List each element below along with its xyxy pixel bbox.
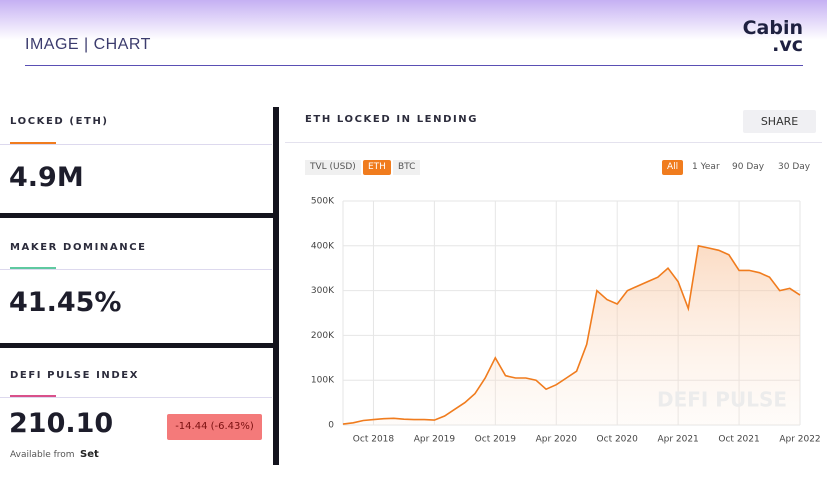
logo[interactable]: Cabin .vc	[742, 17, 803, 56]
header-gradient	[0, 0, 827, 40]
stat-label: MAKER DOMINANCE	[10, 242, 147, 253]
y-tick-label: 0	[328, 421, 334, 431]
unit-option[interactable]: BTC	[393, 160, 421, 175]
line	[342, 244, 801, 425]
unit-option[interactable]: ETH	[363, 160, 391, 175]
unit-option[interactable]: TVL (USD)	[305, 160, 361, 175]
x-tick-label: Oct 2018	[353, 435, 395, 445]
y-tick-label: 200K	[311, 331, 335, 341]
stat-card: MAKER DOMINANCE 41.45%	[0, 222, 272, 343]
stat-value: 210.10	[9, 408, 114, 439]
source-label: Available from	[10, 450, 75, 460]
separator	[0, 269, 272, 270]
x-tick-label: Apr 2022	[779, 435, 820, 445]
y-tick-label: 100K	[311, 376, 335, 386]
change-badge: -14.44 (-6.43%)	[167, 414, 262, 440]
source-name[interactable]: Set	[80, 449, 99, 460]
y-tick-label: 500K	[311, 197, 335, 207]
x-tick-label: Oct 2019	[475, 435, 517, 445]
separator	[0, 144, 272, 145]
stat-card: DEFI PULSE INDEX 210.10	[0, 350, 272, 465]
underline	[10, 267, 56, 270]
y-tick-label: 400K	[311, 241, 335, 251]
header-rule	[25, 65, 803, 66]
range-option[interactable]: 90 Day	[732, 162, 765, 172]
card-shadow	[0, 213, 275, 218]
x-tick-label: Apr 2019	[414, 435, 456, 445]
stat-value: 41.45%	[9, 287, 122, 318]
panel-rule	[285, 142, 822, 143]
logo-text: Cabin	[742, 17, 803, 39]
x-tick-label: Oct 2020	[597, 435, 639, 445]
range-option[interactable]: 1 Year	[692, 162, 720, 172]
x-tick-label: Apr 2021	[657, 435, 698, 445]
stat-card: LOCKED (ETH) 4.9M	[0, 100, 272, 213]
range-option[interactable]: All	[662, 160, 684, 175]
area	[343, 245, 800, 425]
x-tick-label: Oct 2021	[718, 435, 759, 445]
card-shadow	[0, 343, 275, 348]
stat-label: DEFI PULSE INDEX	[10, 370, 140, 381]
chart-title: ETH LOCKED IN LENDING	[305, 114, 479, 125]
range-option[interactable]: 30 Day	[778, 162, 811, 172]
x-tick-label: Apr 2020	[536, 435, 578, 445]
share-button[interactable]: SHARE	[743, 110, 816, 133]
column-divider	[273, 107, 279, 465]
y-tick-label: 300K	[311, 286, 335, 296]
header-title: IMAGE | CHART	[25, 36, 151, 53]
underline	[10, 142, 56, 145]
watermark: DEFI PULSE	[657, 388, 787, 412]
underline	[10, 395, 56, 398]
stat-label: LOCKED (ETH)	[10, 116, 109, 127]
logo-suffix: .vc	[772, 34, 803, 56]
separator	[0, 397, 272, 398]
stat-value: 4.9M	[9, 162, 84, 193]
